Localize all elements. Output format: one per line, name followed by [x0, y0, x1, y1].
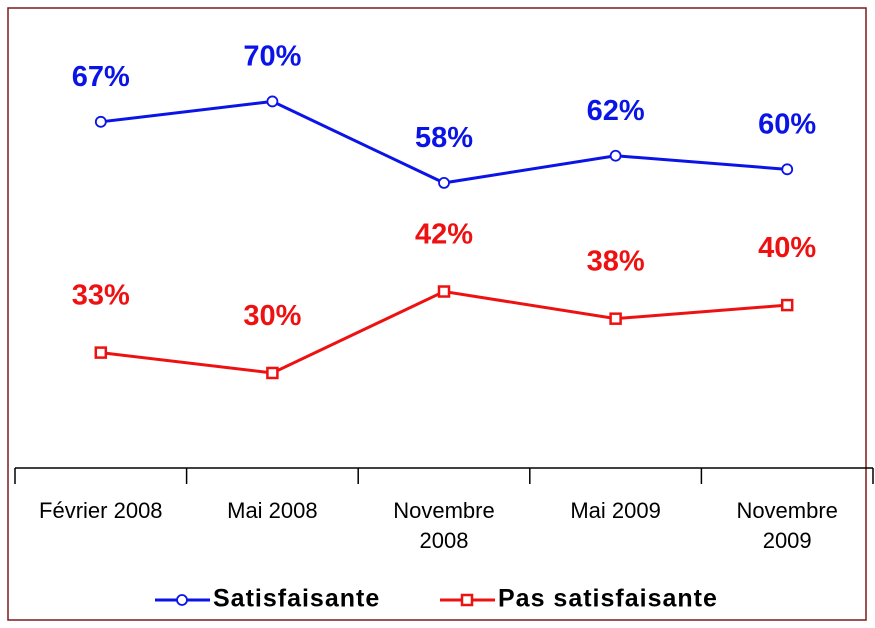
- marker: [94, 346, 108, 359]
- marker: [460, 593, 474, 607]
- marker: [781, 163, 794, 176]
- marker: [266, 366, 279, 380]
- x-tick-label: Mai 2009: [570, 498, 661, 523]
- data-label: 60%: [758, 108, 816, 140]
- data-label: 30%: [243, 300, 301, 332]
- marker: [94, 115, 107, 128]
- marker: [780, 298, 794, 312]
- legend-item: Satisfaisante: [155, 585, 380, 613]
- x-tick-label: Mai 2008: [227, 498, 318, 523]
- data-label: 62%: [587, 95, 645, 127]
- marker: [266, 95, 279, 108]
- marker: [609, 149, 622, 162]
- frame: [7, 7, 867, 621]
- data-label: 38%: [587, 246, 645, 278]
- x-tick-label: Novembre 2009: [736, 498, 838, 553]
- data-label: 42%: [415, 219, 473, 251]
- series-line: [100, 289, 788, 375]
- data-label: 58%: [415, 122, 473, 154]
- legend-item: Pas satisfaisante: [440, 585, 718, 613]
- data-label: 67%: [72, 61, 130, 93]
- data-label: 33%: [72, 280, 130, 312]
- legend-label: Satisfaisante: [213, 585, 380, 613]
- marker: [176, 594, 188, 606]
- marker: [437, 285, 451, 298]
- x-tick-label: Février 2008: [39, 498, 163, 523]
- legend-label: Pas satisfaisante: [498, 585, 718, 613]
- data-label: 70%: [243, 40, 301, 72]
- data-label: 40%: [758, 232, 816, 264]
- marker: [609, 312, 622, 325]
- marker: [438, 177, 450, 189]
- x-tick-label: Novembre 2008: [393, 498, 495, 553]
